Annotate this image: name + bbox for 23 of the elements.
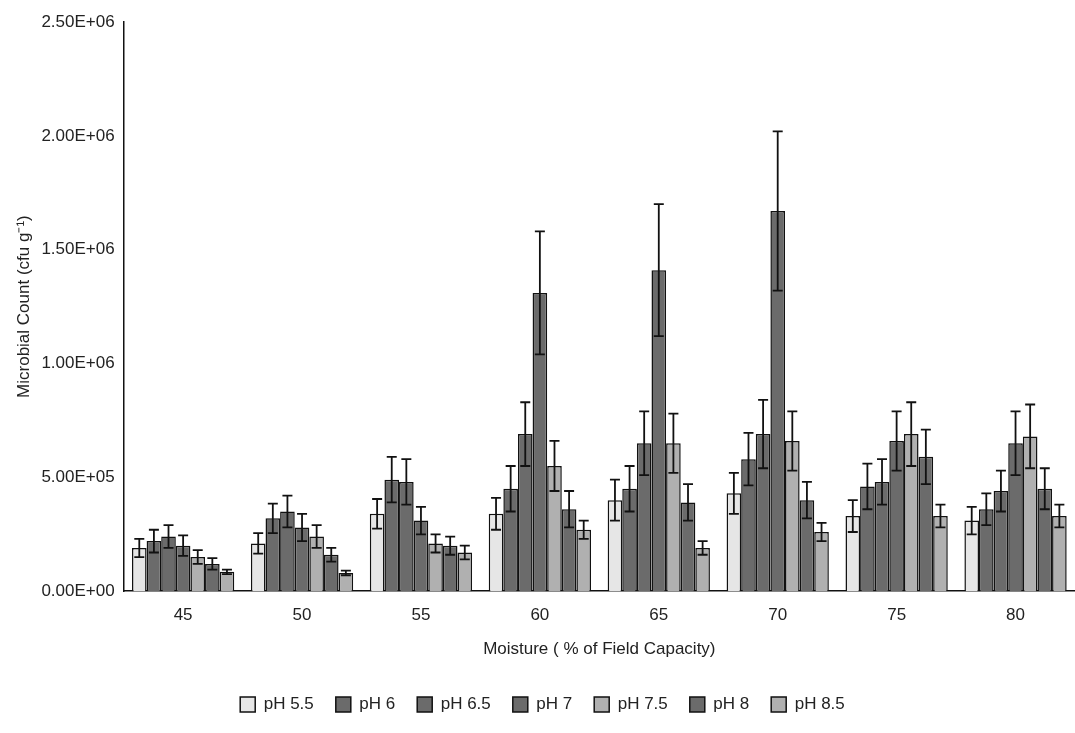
- x-axis-title: Moisture ( % of Field Capacity): [483, 639, 716, 659]
- y-tick-label: 1.00E+06: [41, 353, 115, 373]
- y-tick-label: 2.50E+06: [41, 11, 115, 31]
- legend-label: pH 5.5: [263, 694, 314, 714]
- x-tick-label: 80: [1006, 605, 1025, 625]
- legend-label: pH 7.5: [617, 694, 668, 714]
- y-axis-title: Microbial Count (cfu g⁻¹): [13, 215, 33, 398]
- y-tick-label: 0.00E+00: [41, 580, 115, 600]
- legend-label: pH 6: [359, 694, 396, 714]
- x-tick-label: 55: [411, 605, 431, 625]
- x-tick-label: 50: [292, 605, 312, 625]
- legend-label: pH 8: [713, 694, 750, 714]
- y-tick-label: 1.50E+06: [41, 239, 115, 259]
- y-tick-label: 2.00E+06: [41, 125, 115, 145]
- x-tick-label: 75: [887, 605, 907, 625]
- x-tick-label: 70: [768, 605, 788, 625]
- x-tick-label: 65: [649, 605, 669, 625]
- x-tick-label: 60: [530, 605, 550, 625]
- legend-label: pH 7: [536, 694, 573, 714]
- x-tick-label: 45: [173, 605, 193, 625]
- legend-label: pH 8.5: [794, 694, 845, 714]
- y-tick-label: 5.00E+05: [41, 467, 115, 487]
- legend-label: pH 6.5: [440, 694, 491, 714]
